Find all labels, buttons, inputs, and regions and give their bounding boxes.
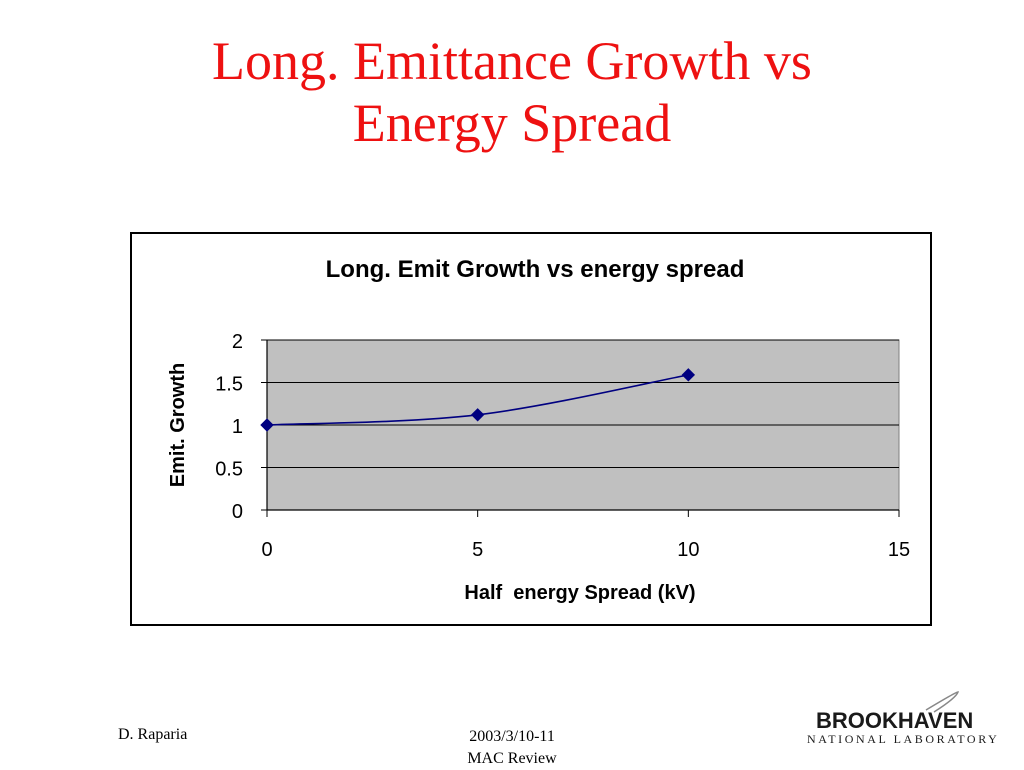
footer-event: MAC Review [467,750,557,767]
y-tick-label: 2 [232,331,243,353]
footer-date: 2003/3/10-11 [469,728,555,745]
y-tick-label: 0.5 [215,459,243,481]
y-axis-ticks: 0 0.5 1 1.5 2 [215,331,267,523]
data-point-marker [681,368,696,382]
brookhaven-logo: BROOKHAVEN NATIONAL LABORATORY [806,690,1006,750]
slide-title: Long. Emittance Growth vs Energy Spread [0,30,1024,154]
logo-subtitle: NATIONAL LABORATORY [807,732,1000,746]
x-tick-label: 10 [677,539,699,561]
emittance-growth-chart: Long. Emit Growth vs energy spread 0 0.5 1… [167,256,910,604]
chart-title: Long. Emit Growth vs energy spread [326,256,745,283]
chart-frame: Long. Emit Growth vs energy spread 0 0.5 1… [130,232,932,626]
slide-title-line-2: Energy Spread [352,93,672,153]
slide-title-line-1: Long. Emittance Growth vs [212,31,812,91]
x-tick-label: 15 [888,539,910,561]
x-axis-ticks: 0 5 10 15 [261,510,910,561]
y-tick-label: 0 [232,501,243,523]
data-point-marker [470,408,485,422]
logo-swoosh-icon [925,691,960,713]
x-tick-label: 0 [261,539,272,561]
footer-center: 2003/3/10-11 MAC Review [412,726,612,770]
y-tick-label: 1.5 [215,374,243,396]
x-axis-label: Half energy Spread (kV) [464,582,695,604]
series-group [260,368,696,432]
grid-lines [267,339,899,468]
y-tick-label: 1 [232,416,243,438]
footer-author: D. Raparia [118,726,188,743]
data-point-marker [260,418,274,432]
logo-name: BROOKHAVEN [816,708,974,733]
y-axis-label: Emit. Growth [167,363,189,487]
x-tick-label: 5 [472,539,483,561]
